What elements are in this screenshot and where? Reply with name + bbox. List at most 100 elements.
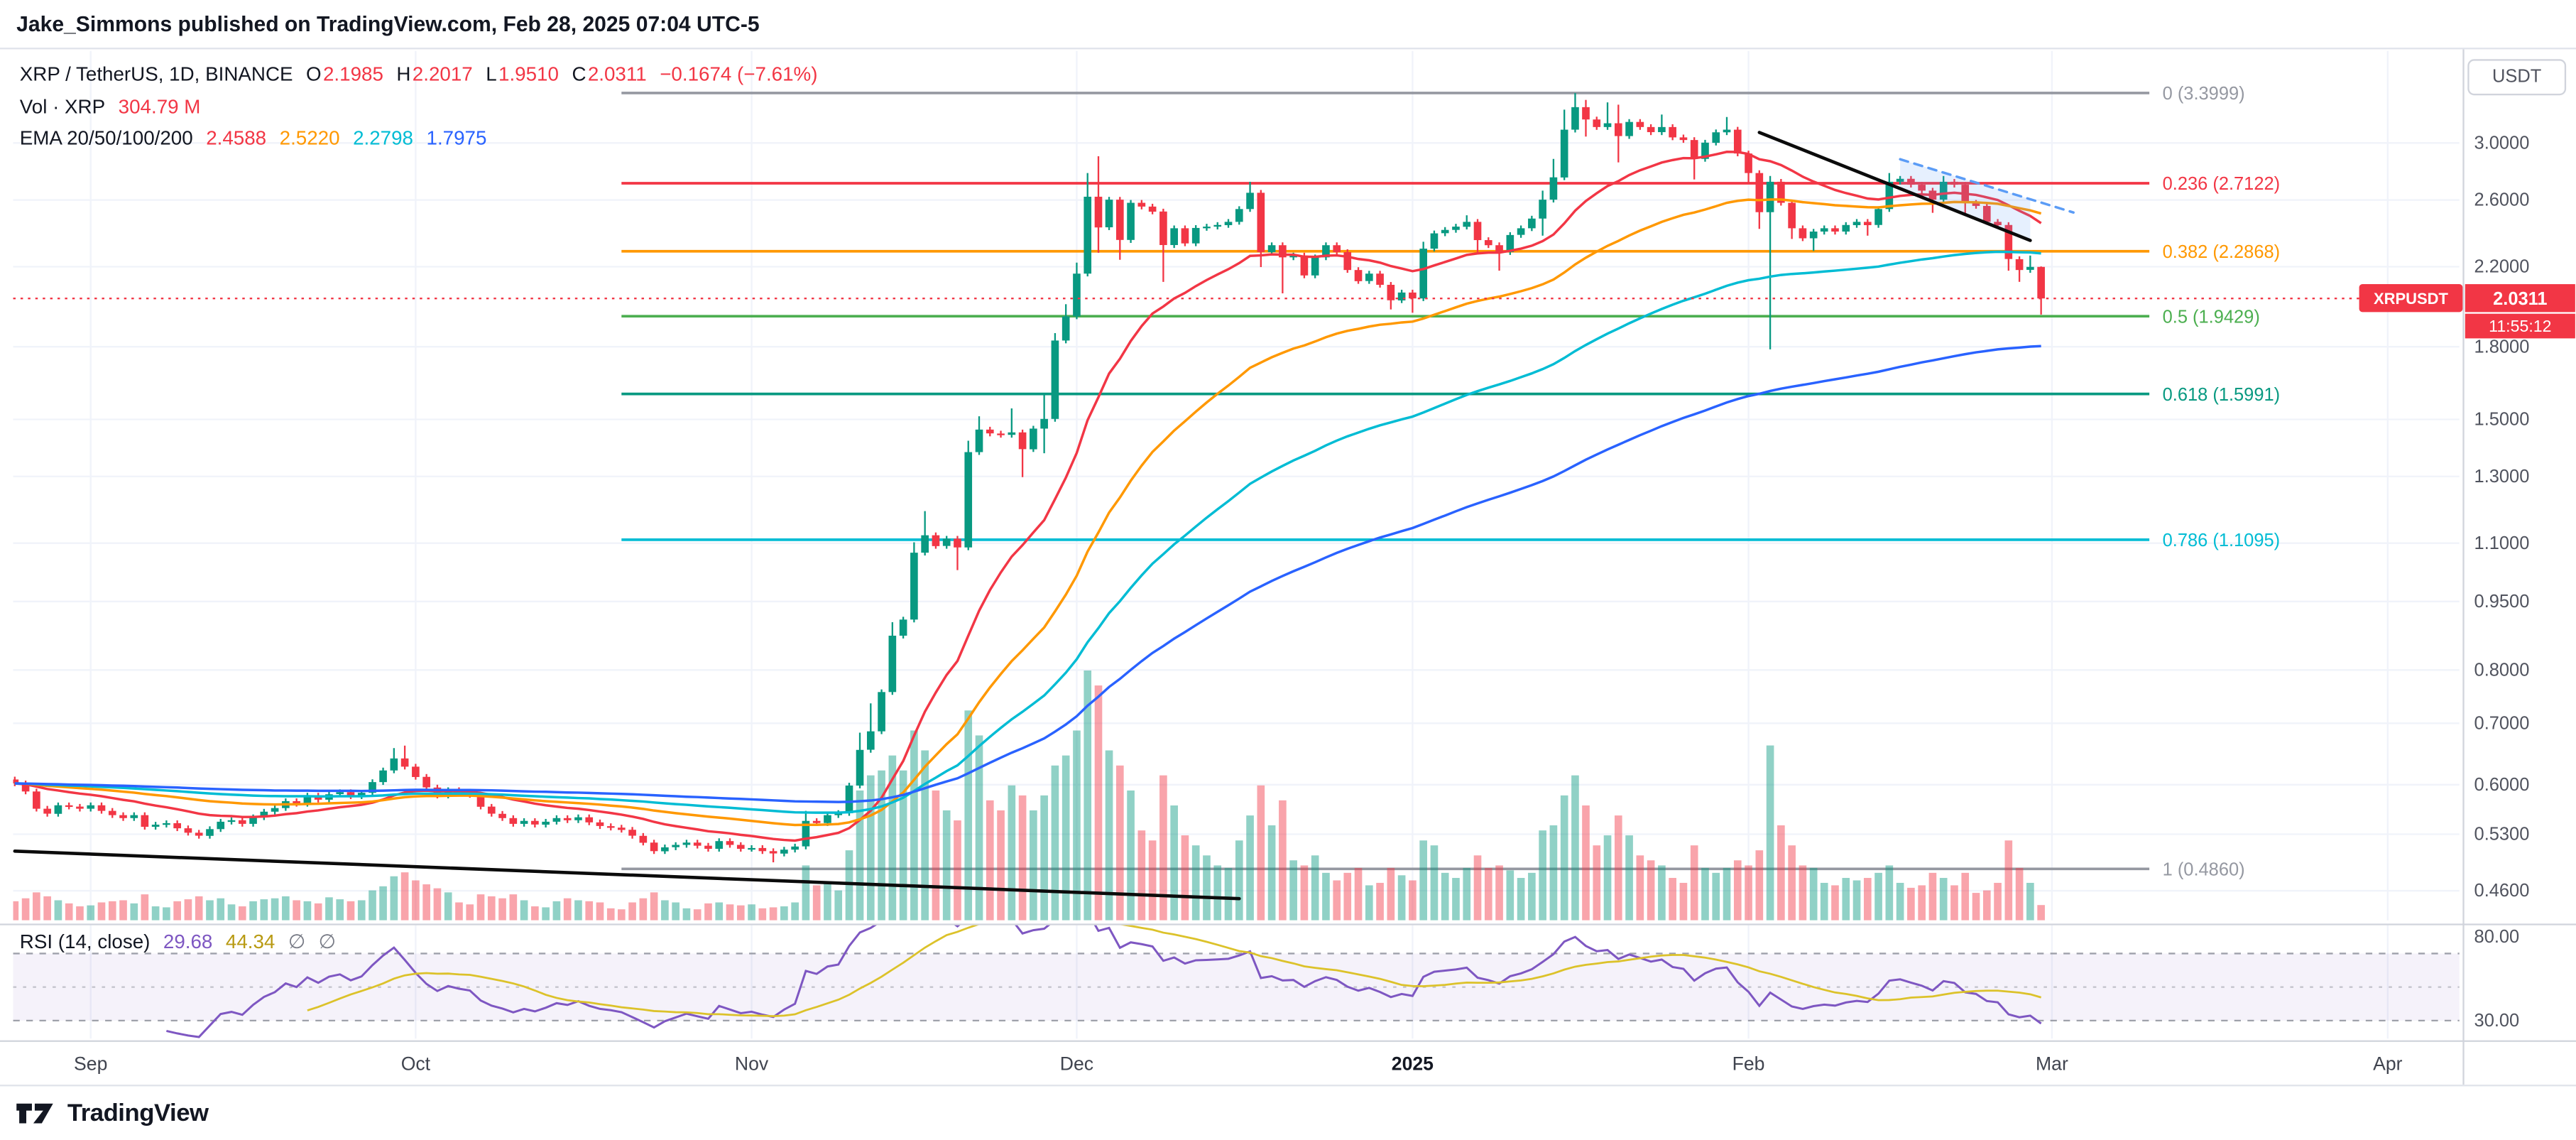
time-axis-label: Oct xyxy=(401,1053,431,1074)
volume-bar xyxy=(1842,878,1850,921)
volume-bar xyxy=(1690,845,1698,921)
volume-bar xyxy=(260,899,268,921)
feb-channel-dashed[interactable] xyxy=(1899,158,2075,214)
volume-bar xyxy=(1441,872,1449,921)
candle xyxy=(975,429,983,452)
volume-bar xyxy=(1928,872,1937,921)
candle xyxy=(1528,218,1536,229)
candle xyxy=(1343,251,1352,271)
candle xyxy=(206,829,214,836)
volume-bar xyxy=(444,892,452,921)
volume-bar xyxy=(1257,785,1265,921)
volume-label: Vol · XRP xyxy=(19,95,106,119)
volume-bar xyxy=(466,904,474,921)
footer-brand-text[interactable]: TradingView xyxy=(67,1099,209,1128)
volume-bar xyxy=(1972,893,1980,921)
time-scale[interactable]: Sep Oct Nov Dec 2025 Feb Mar Apr xyxy=(74,1053,2403,1074)
candle xyxy=(54,805,62,814)
volume-bar xyxy=(54,900,62,921)
candle xyxy=(1549,177,1558,200)
volume-bar xyxy=(824,882,831,921)
volume-bar xyxy=(1419,840,1427,921)
volume-bar xyxy=(715,902,724,921)
candle xyxy=(921,535,929,553)
candle xyxy=(357,793,366,797)
rsi-legend-row[interactable]: RSI (14, close) 29.68 44.34 ∅ ∅ xyxy=(20,930,336,953)
volume-bar xyxy=(791,902,799,921)
volume-bar xyxy=(130,903,138,921)
price-scale[interactable]: 3.0000 2.6000 2.2000 1.8000 1.5000 1.3000 1.10… xyxy=(2474,133,2530,1031)
volume-value: 304.79 M xyxy=(118,95,201,119)
volume-bar xyxy=(119,900,127,921)
candle xyxy=(1213,224,1222,227)
downtrend-line-2024[interactable] xyxy=(13,849,1241,901)
tradingview-logo-icon[interactable] xyxy=(16,1098,56,1129)
candle xyxy=(238,820,246,824)
volume-bar xyxy=(845,850,853,921)
volume-bar xyxy=(2026,882,2034,921)
symbol-legend-row[interactable]: XRP / TetherUS, 1D, BINANCE O 2.1985 H 2.2… xyxy=(20,63,818,85)
candle xyxy=(1972,202,1980,206)
currency-toggle-button[interactable]: USDT xyxy=(2467,59,2567,96)
candle xyxy=(1430,233,1439,249)
candle xyxy=(942,538,951,546)
candle xyxy=(1159,211,1167,245)
symbol-title: XRP / TetherUS, 1D, BINANCE xyxy=(19,62,293,86)
volume-bar xyxy=(1625,835,1633,921)
candle xyxy=(542,821,550,825)
candle xyxy=(1191,227,1200,244)
candle xyxy=(520,820,528,824)
volume-bar xyxy=(1723,867,1731,921)
volume-bar xyxy=(736,905,745,921)
candle xyxy=(1441,229,1449,234)
candle xyxy=(260,811,268,818)
ohlc-open-value: 2.1985 xyxy=(322,62,383,86)
candle xyxy=(1766,181,1774,212)
volume-bar xyxy=(1159,775,1167,921)
volume-bar xyxy=(997,810,1005,921)
candle xyxy=(726,841,734,845)
published-line: Jake_Simmons published on TradingView.co… xyxy=(16,11,760,36)
candle xyxy=(704,845,712,849)
candle xyxy=(1820,228,1828,232)
ohlc-close: C 2.0311 xyxy=(572,63,646,85)
candle xyxy=(845,785,853,813)
volume-bar xyxy=(1712,872,1720,921)
volume-bar xyxy=(1409,880,1417,921)
volume-bar xyxy=(574,900,582,921)
volume-bar xyxy=(1549,825,1558,921)
candle xyxy=(1495,245,1503,252)
candle xyxy=(271,808,279,812)
candle xyxy=(834,813,843,815)
candle xyxy=(498,813,506,818)
candle xyxy=(130,815,138,818)
price-tick-label: 0.6000 xyxy=(2474,775,2530,795)
volume-bar xyxy=(1809,867,1818,921)
candle xyxy=(878,692,885,732)
volume-bar xyxy=(1745,865,1752,921)
volume-legend-row[interactable]: Vol · XRP 304.79 M xyxy=(20,95,201,118)
volume-bar xyxy=(834,890,843,921)
ema-20-value: 2.4588 xyxy=(206,126,267,150)
volume-bar xyxy=(1874,872,1882,921)
feb-resistance-line[interactable] xyxy=(1757,131,2032,242)
candle xyxy=(43,808,51,814)
volume-bar xyxy=(108,901,116,921)
fib-retracement[interactable]: 0 (3.3999) 0.236 (2.7122) 0.382 (2.2868) 0.… xyxy=(621,84,2280,880)
volume-bar xyxy=(314,903,322,921)
candle xyxy=(1148,206,1157,212)
ema-legend-row[interactable]: EMA 20/50/100/200 2.4588 2.5220 2.2798 1… xyxy=(20,126,487,149)
feb-channel[interactable] xyxy=(1900,159,2031,241)
volume-bar xyxy=(455,902,463,921)
volume-bar xyxy=(271,898,279,921)
volume-bar xyxy=(1430,845,1439,921)
rsi-ma-value: 44.34 xyxy=(225,930,275,953)
volume-bar xyxy=(1387,867,1395,921)
candle xyxy=(1582,107,1590,120)
volume-bar xyxy=(964,710,973,921)
candle xyxy=(1982,205,1991,222)
volume-bar xyxy=(2015,867,2024,921)
rsi-tick-label: 80.00 xyxy=(2474,927,2520,947)
